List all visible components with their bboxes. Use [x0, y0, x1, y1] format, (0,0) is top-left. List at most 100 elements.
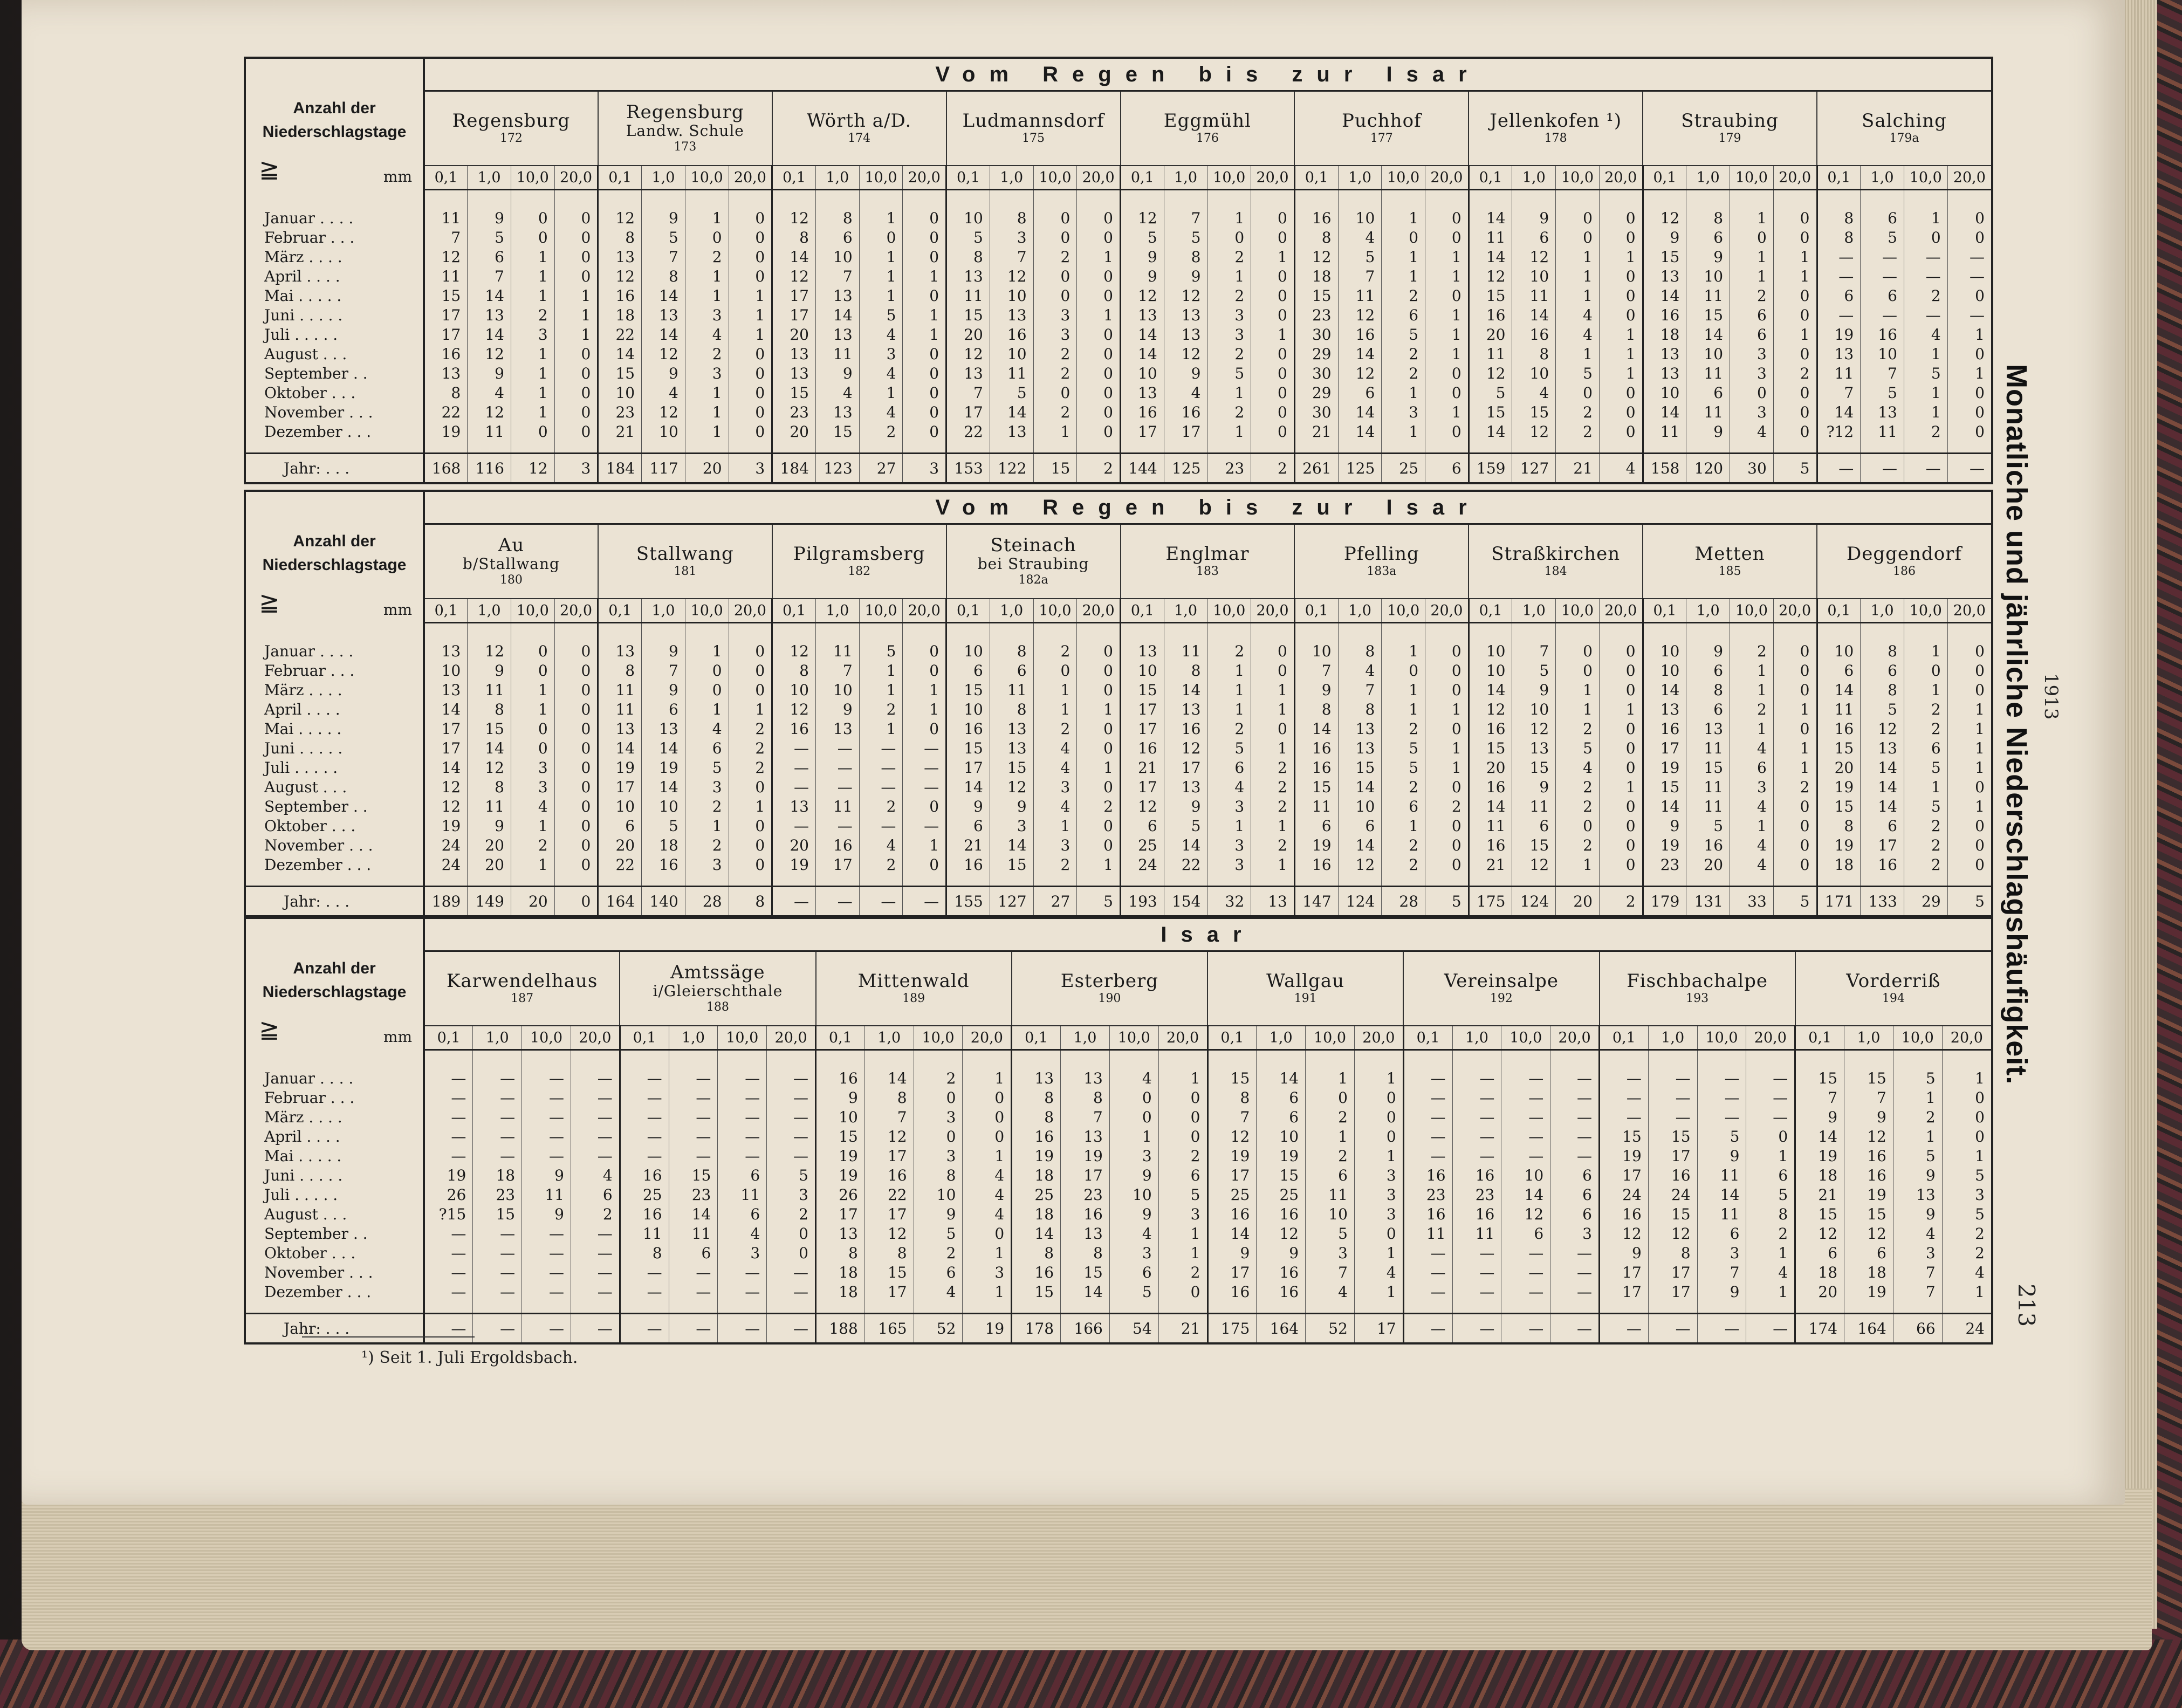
- table-cell: 0: [1354, 1088, 1404, 1108]
- month-label: September . .: [246, 364, 425, 383]
- table-cell: —: [472, 1282, 522, 1302]
- threshold-header: 1,0: [1163, 599, 1207, 623]
- table-cell: —: [619, 1127, 669, 1147]
- month-row: August . . . 12 8 3 0 17 14 3 0— — — —14 12 3 0 17 13 4 2 1…: [246, 778, 1991, 797]
- station-number: 183: [1196, 565, 1219, 578]
- table-cell: 1: [554, 325, 598, 345]
- table-cell: 6: [1256, 1088, 1306, 1108]
- table-cell: 16: [1256, 1205, 1306, 1224]
- table-cell: 13: [1120, 383, 1164, 403]
- table-cell: 10: [1686, 267, 1730, 286]
- table-cell: 10: [597, 797, 642, 817]
- table-cell: 19: [1598, 1147, 1649, 1166]
- spacer: [1860, 622, 1904, 642]
- table-cell: 7: [945, 383, 990, 403]
- table-cell: —: [717, 1263, 767, 1282]
- year-total-label: Jahr: . . .: [246, 1313, 425, 1342]
- table-cell: 0: [902, 383, 946, 403]
- table-cell: 0: [1773, 681, 1817, 700]
- table-cell: 10: [1816, 642, 1861, 661]
- threshold-header: 0,1: [1011, 1026, 1061, 1051]
- table-cell: 2: [1941, 1244, 1991, 1263]
- spacer: [1816, 875, 1861, 887]
- table-cell: 17: [1206, 1263, 1257, 1282]
- table-cell: 20: [945, 325, 990, 345]
- spacer: [1501, 1050, 1550, 1069]
- table-cell: 2: [1903, 700, 1948, 719]
- table-cell: 13: [1163, 700, 1207, 719]
- spacer: [668, 1302, 718, 1314]
- table-cell: 4: [1109, 1224, 1159, 1244]
- table-cell: 2: [1207, 642, 1251, 661]
- table-cell: 0: [1076, 681, 1121, 700]
- table-cell: —: [472, 1224, 522, 1244]
- table-cell: —: [771, 817, 816, 836]
- table-cell: 2: [1892, 1108, 1943, 1127]
- table-cell: 16: [1206, 1205, 1257, 1224]
- table-cell: 16: [597, 286, 642, 306]
- spacer: [1941, 1302, 1991, 1314]
- spacer: [1425, 189, 1469, 209]
- station-subtitle: bei Straubing: [977, 555, 1089, 573]
- table-cell: 25: [619, 1185, 669, 1205]
- table-cell: 0: [1354, 1127, 1404, 1147]
- table-cell: 4: [467, 383, 511, 403]
- table-cell: 13: [815, 719, 860, 739]
- table-cell: 17: [1860, 836, 1904, 855]
- table-cell: —: [1860, 306, 1904, 325]
- spacer: [902, 442, 946, 454]
- table-cell: 3: [1892, 1244, 1943, 1263]
- table-cell: 16: [1011, 1263, 1061, 1282]
- table-cell: 13: [1011, 1069, 1061, 1088]
- table-cell: 1: [1947, 364, 1991, 383]
- table-cell: 9: [1686, 422, 1730, 442]
- table-cell: 11: [1163, 642, 1207, 661]
- table-cell: 0: [554, 228, 598, 248]
- table-cell: 2: [728, 739, 772, 758]
- spacer: [1256, 1050, 1306, 1069]
- table-cell: —: [902, 817, 946, 836]
- table-cell: 17: [815, 855, 860, 875]
- station-name: Regensburg: [626, 101, 744, 123]
- spacer: [1163, 622, 1207, 642]
- table-cell: 0: [1773, 642, 1817, 661]
- table-cell: 23: [668, 1185, 718, 1205]
- table-cell: 1: [1941, 1282, 1991, 1302]
- table-cell: 4: [1512, 383, 1556, 403]
- table-cell: 4: [1163, 383, 1207, 403]
- table-cell: 10: [597, 383, 642, 403]
- table-cell: 16: [1256, 1263, 1306, 1282]
- year-total-cell: 184: [597, 452, 642, 482]
- station-number: 179: [1718, 132, 1741, 145]
- table-cell: 19: [1816, 836, 1861, 855]
- year-total-cell: —: [1501, 1313, 1550, 1342]
- threshold-header: 10,0: [913, 1026, 963, 1051]
- table-cell: —: [1550, 1069, 1600, 1088]
- table-cell: 0: [728, 836, 772, 855]
- table-cell: 0: [554, 797, 598, 817]
- table-cell: 12: [467, 403, 511, 422]
- table-cell: 0: [1076, 209, 1121, 228]
- table-cell: 7: [1163, 209, 1207, 228]
- table-cell: 0: [1773, 661, 1817, 681]
- table-cell: 15: [1512, 403, 1556, 422]
- table-cell: 11: [717, 1185, 767, 1205]
- threshold-header: 20,0: [1746, 1026, 1795, 1051]
- month-label: Juni . . . . .: [246, 1166, 425, 1185]
- table-cell: 12: [1860, 719, 1904, 739]
- table-cell: 6: [1816, 661, 1861, 681]
- table-cell: 16: [989, 325, 1034, 345]
- table-cell: —: [859, 778, 903, 797]
- spacer: [1598, 622, 1643, 642]
- table-cell: 7: [989, 248, 1034, 267]
- threshold-header: 1,0: [1060, 1026, 1110, 1051]
- table-cell: —: [717, 1108, 767, 1127]
- table-cell: —: [1501, 1127, 1550, 1147]
- table-cell: 18: [641, 836, 685, 855]
- station-name: Pilgramsberg: [793, 543, 925, 565]
- spacer: [859, 875, 903, 887]
- table-cell: 2: [1555, 422, 1600, 442]
- threshold-header: 1,0: [1686, 166, 1730, 190]
- table-cell: —: [1903, 248, 1948, 267]
- table-cell: 15: [945, 306, 990, 325]
